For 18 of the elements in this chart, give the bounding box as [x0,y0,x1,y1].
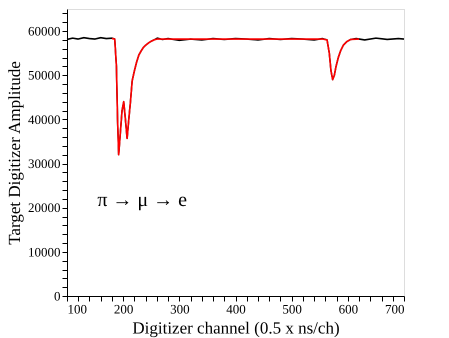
y-tick-label: 60000 [28,24,60,39]
y-tick-label: 10000 [28,244,60,260]
x-axis-title: Digitizer channel (0.5 x ns/ch) [132,318,340,338]
annotation: π → μ → e [97,188,188,211]
x-tick-label: 700 [385,302,404,316]
line-series [111,38,360,156]
x-tick-label: 200 [114,302,134,316]
y-tick-label: 30000 [28,156,60,172]
x-tick-label: 400 [226,302,246,316]
x-tick-label: 100 [68,302,87,316]
x-tick-label: 300 [170,302,190,316]
y-tick-label: 50000 [28,68,60,83]
x-tick-label: 500 [282,302,302,316]
y-tick-label: 0 [54,288,60,304]
y-tick-label: 20000 [28,200,60,216]
x-tick-label: 600 [338,302,358,316]
y-tick-label: 40000 [28,112,60,127]
y-axis-title: Target Digitizer Amplitude [5,61,24,245]
